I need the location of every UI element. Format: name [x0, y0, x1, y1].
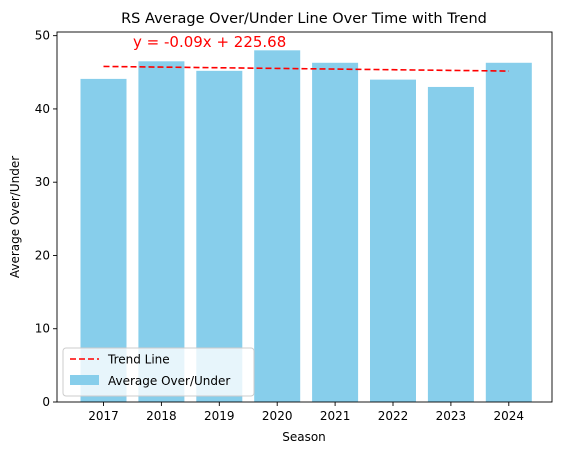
- bar: [427, 86, 474, 402]
- x-tick-label: 2019: [204, 409, 235, 423]
- x-tick-label: 2020: [262, 409, 293, 423]
- legend-bar-swatch: [70, 375, 99, 385]
- bar: [485, 62, 532, 402]
- legend-bar-label: Average Over/Under: [108, 374, 230, 388]
- legend: Trend Line Average Over/Under: [62, 347, 255, 397]
- x-axis: 2017 2018 2019 2020 2021 2022 2023 2024: [88, 402, 524, 423]
- plot-frame: [56, 31, 553, 403]
- trend-line: [103, 65, 509, 72]
- legend-box: [62, 347, 255, 397]
- y-tick-label: 0: [42, 395, 50, 409]
- y-tick-label: 30: [35, 175, 50, 189]
- y-tick-label: 20: [35, 248, 50, 262]
- bars-layer: [80, 50, 532, 403]
- bar: [196, 70, 243, 403]
- x-tick-label: 2024: [494, 409, 525, 423]
- x-tick-label: 2022: [378, 409, 409, 423]
- x-axis-label: Season: [282, 430, 326, 444]
- x-tick-label: 2021: [320, 409, 351, 423]
- x-tick-label: 2018: [146, 409, 177, 423]
- y-tick-label: 40: [35, 102, 50, 116]
- bar: [370, 79, 416, 402]
- trend-layer: [103, 65, 509, 72]
- chart-title: RS Average Over/Under Line Over Time wit…: [121, 11, 487, 27]
- legend-trend-label: Trend Line: [107, 353, 170, 367]
- bar: [138, 61, 185, 402]
- y-axis: 0 10 20 30 40 50: [35, 29, 57, 409]
- x-tick-label: 2023: [436, 409, 467, 423]
- trend-equation: y = -0.09x + 225.68: [133, 33, 286, 51]
- bar: [254, 50, 301, 402]
- y-tick-label: 10: [35, 322, 50, 336]
- bar: [312, 62, 359, 402]
- x-tick-label: 2017: [88, 409, 119, 423]
- y-tick-label: 50: [35, 29, 50, 43]
- y-axis-label: Average Over/Under: [8, 156, 22, 278]
